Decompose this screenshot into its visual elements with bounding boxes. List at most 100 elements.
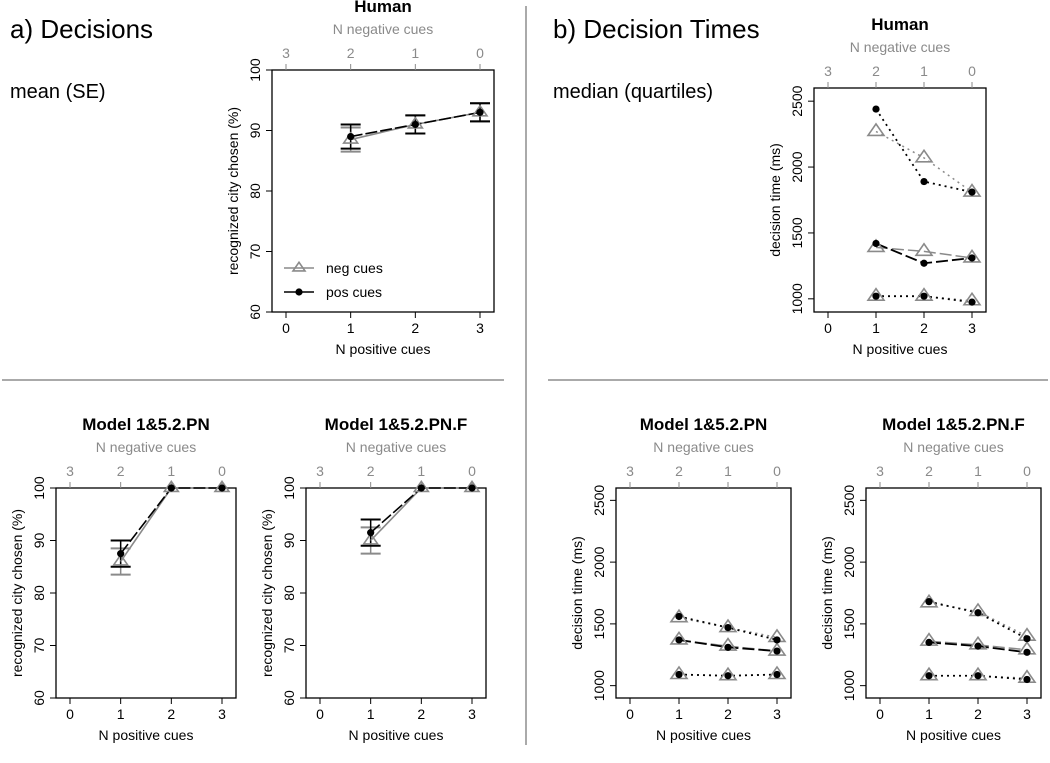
neg-cues-median-point: [962, 249, 982, 263]
bottom-axis-tick-label: 0: [66, 706, 74, 722]
bottom-axis-tick-label: 3: [218, 706, 226, 722]
neg-cues-line: [370, 487, 472, 542]
chart-b-pn: Model 1&5.2.PN N negative cues 3 2 1 0 0 1 2 3 N p…: [569, 415, 792, 743]
top-axis-tick-label: 1: [167, 463, 175, 479]
pos-cues-median-point: [920, 259, 928, 267]
x-axis-label: N positive cues: [906, 727, 1001, 743]
bottom-axis-tick-label: 2: [167, 706, 175, 722]
top-axis-tick-label: 0: [968, 63, 976, 79]
plot-title: Human: [871, 15, 929, 34]
top-axis-tick-label: 0: [476, 45, 484, 61]
y-axis-tick-label: 80: [281, 585, 297, 601]
y-axis-tick-label: 60: [31, 690, 47, 706]
y-axis-tick-label: 1500: [789, 217, 805, 248]
pos-cues-q1-point: [724, 672, 732, 680]
top-axis-tick-label: 1: [411, 45, 419, 61]
pos-cues-q1-point: [920, 292, 928, 300]
y-axis-tick-label: 2500: [789, 85, 805, 116]
pos-cues-q3-point: [1023, 635, 1031, 643]
y-axis-tick-label: 1000: [841, 670, 857, 701]
bottom-axis-tick-label: 2: [974, 706, 982, 722]
top-axis-tick-label: 0: [1023, 463, 1031, 479]
y-axis-label: decision time (ms): [819, 536, 835, 650]
top-axis-tick-label: 0: [773, 463, 781, 479]
panel-b-title: b) Decision Times: [553, 14, 760, 44]
pos-cues-median-point: [773, 647, 781, 655]
top-axis-tick-label: 3: [316, 463, 324, 479]
top-axis-label: N negative cues: [333, 21, 433, 37]
top-axis-tick-label: 3: [824, 63, 832, 79]
bottom-axis-tick-label: 2: [920, 320, 928, 336]
pos-cues-point: [468, 484, 476, 492]
pos-cues-q3-point: [675, 612, 683, 621]
pos-cues-point: [218, 484, 226, 492]
top-axis-tick-label: 2: [872, 63, 880, 79]
pos-cues-q1-point: [974, 672, 982, 680]
chart-b-pnf: Model 1&5.2.PN.F N negative cues 3 2 1 0 0 1 2 3 N…: [819, 415, 1042, 743]
legend-neg-label: neg cues: [326, 260, 383, 276]
top-axis-tick-label: 2: [117, 463, 125, 479]
y-axis-tick-label: 80: [247, 183, 263, 199]
y-axis-tick-label: 1500: [841, 608, 857, 639]
pos-cues-q1-point: [872, 292, 880, 300]
bottom-axis-tick-label: 0: [282, 320, 290, 336]
y-axis-tick-label: 90: [31, 533, 47, 549]
y-axis-label: recognized city chosen (%): [225, 107, 241, 275]
y-axis-tick-label: 1000: [789, 283, 805, 314]
pos-cues-median-point: [872, 239, 880, 248]
top-axis-label: N negative cues: [346, 439, 446, 455]
plot-frame: [271, 69, 495, 313]
top-axis-tick-label: 1: [417, 463, 425, 479]
pos-cues-point: [411, 120, 419, 129]
plot-frame: [865, 487, 1042, 699]
x-axis-label: N positive cues: [336, 341, 431, 357]
bottom-axis-tick-label: 3: [773, 706, 781, 722]
pos-cues-q3-point: [773, 636, 781, 644]
y-axis-label: decision time (ms): [569, 536, 585, 650]
top-axis-label: N negative cues: [96, 439, 196, 455]
bottom-axis-tick-label: 3: [968, 320, 976, 336]
pos-cues-q3-point: [925, 598, 933, 606]
neg-cues-line: [120, 487, 222, 562]
neg-cues-q1-point: [767, 665, 787, 680]
y-axis-tick-label: 2500: [591, 485, 607, 516]
bottom-axis-tick-label: 1: [925, 706, 933, 722]
y-axis-tick-label: 80: [31, 585, 47, 601]
top-axis-tick-label: 3: [626, 463, 634, 479]
bottom-axis-tick-label: 0: [876, 706, 884, 722]
y-axis-tick-label: 70: [281, 638, 297, 654]
top-axis-tick-label: 1: [920, 63, 928, 79]
pos-cues-q1-point: [675, 670, 683, 679]
y-axis-tick-label: 100: [247, 58, 263, 82]
bottom-axis-tick-label: 0: [626, 706, 634, 722]
y-axis-tick-label: 2000: [789, 151, 805, 182]
plot-frame: [813, 87, 987, 313]
y-axis-tick-label: 70: [247, 244, 263, 260]
legend-pos-marker: [295, 288, 303, 296]
y-axis-tick-label: 60: [281, 690, 297, 706]
bottom-axis-tick-label: 2: [417, 706, 425, 722]
plot-frame: [55, 487, 237, 699]
neg-cues-q1-point: [866, 287, 886, 301]
bottom-axis-tick-label: 3: [468, 706, 476, 722]
x-axis-label: N positive cues: [656, 727, 751, 743]
bottom-axis-tick-label: 3: [1023, 706, 1031, 722]
neg-cues-q3-line: [875, 130, 973, 193]
neg-cues-q3-point: [919, 593, 939, 608]
neg-cues-median-point: [669, 630, 689, 645]
y-axis-tick-label: 90: [247, 123, 263, 139]
pos-cues-q1-point: [1023, 675, 1031, 684]
x-axis-label: N positive cues: [853, 341, 948, 357]
pos-cues-median-point: [1023, 648, 1031, 656]
neg-cues-q3-point: [914, 148, 934, 163]
top-axis-tick-label: 0: [468, 463, 476, 479]
pos-cues-q3-point: [724, 623, 732, 632]
plot-title: Model 1&5.2.PN.F: [325, 415, 468, 434]
neg-cues-q3-point: [962, 183, 982, 197]
pos-cues-median-point: [724, 643, 732, 651]
y-axis-tick-label: 2000: [841, 546, 857, 577]
top-axis-tick-label: 3: [876, 463, 884, 479]
